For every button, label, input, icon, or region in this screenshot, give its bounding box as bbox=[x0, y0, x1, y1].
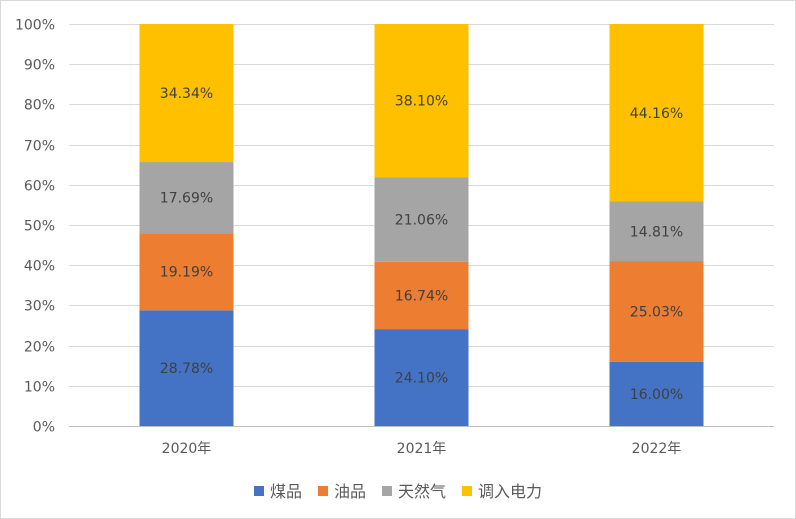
legend-item: 油品 bbox=[318, 482, 366, 501]
legend-swatch bbox=[462, 486, 472, 496]
bar-segment bbox=[139, 233, 234, 311]
legend-item: 煤品 bbox=[254, 482, 302, 501]
data-label: 44.16% bbox=[630, 106, 683, 122]
y-tick-label: 70% bbox=[24, 139, 55, 155]
data-label: 21.06% bbox=[395, 212, 448, 228]
y-tick-label: 20% bbox=[24, 340, 55, 356]
legend-label: 调入电力 bbox=[478, 482, 542, 501]
y-axis-tick-labels: 0% 10% 20% 30% 40% 50% 60% 70% 80% 90% 100% bbox=[15, 18, 55, 436]
y-tick-label: 100% bbox=[15, 18, 55, 34]
y-tick-label: 40% bbox=[24, 259, 55, 275]
bar-segment bbox=[374, 261, 469, 330]
bar-segment bbox=[139, 162, 234, 234]
legend-swatch bbox=[318, 486, 328, 496]
data-labels: 28.78% 19.19% 17.69% 34.34% 24.10% 16.74% 21.0… bbox=[160, 86, 683, 403]
data-label: 34.34% bbox=[160, 86, 213, 102]
x-tick-label: 2022年 bbox=[632, 441, 682, 457]
y-tick-label: 0% bbox=[33, 420, 55, 436]
x-axis-tick-labels: 2020年 2021年 2022年 bbox=[162, 441, 682, 457]
bar-segment bbox=[374, 177, 469, 262]
bar-segment bbox=[609, 201, 704, 262]
x-tick-label: 2020年 bbox=[162, 441, 212, 457]
y-tick-label: 80% bbox=[24, 98, 55, 114]
legend: 煤品 油品 天然气 调入电力 bbox=[254, 482, 542, 501]
data-label: 38.10% bbox=[395, 94, 448, 110]
y-tick-label: 10% bbox=[24, 380, 55, 396]
legend-label: 油品 bbox=[334, 482, 366, 501]
y-tick-label: 60% bbox=[24, 179, 55, 195]
y-tick-label: 50% bbox=[24, 219, 55, 235]
data-label: 14.81% bbox=[630, 224, 683, 240]
y-tick-label: 90% bbox=[24, 58, 55, 74]
bar-segment bbox=[374, 24, 469, 178]
bar-segment bbox=[139, 310, 234, 426]
bars bbox=[139, 24, 704, 426]
legend-swatch bbox=[254, 486, 264, 496]
data-label: 28.78% bbox=[160, 361, 213, 377]
bar-segment bbox=[609, 24, 704, 202]
x-tick-label: 2021年 bbox=[397, 441, 447, 457]
data-label: 25.03% bbox=[630, 304, 683, 320]
legend-item: 天然气 bbox=[382, 482, 446, 501]
legend-label: 天然气 bbox=[398, 482, 446, 501]
legend-item: 调入电力 bbox=[462, 482, 542, 501]
bar-segment bbox=[374, 329, 469, 426]
data-label: 17.69% bbox=[160, 191, 213, 207]
data-label: 16.74% bbox=[395, 288, 448, 304]
data-label: 19.19% bbox=[160, 265, 213, 281]
legend-label: 煤品 bbox=[270, 482, 302, 501]
y-tick-label: 30% bbox=[24, 299, 55, 315]
bar-segment bbox=[139, 24, 234, 163]
bar-segment bbox=[609, 261, 704, 362]
bar-segment bbox=[609, 361, 704, 426]
legend-swatch bbox=[382, 486, 392, 496]
data-label: 24.10% bbox=[395, 371, 448, 387]
data-label: 16.00% bbox=[630, 387, 683, 403]
